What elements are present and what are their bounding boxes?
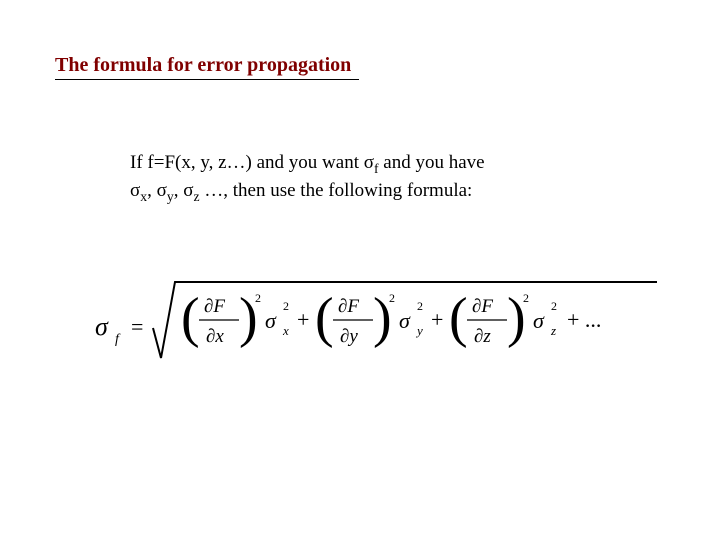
- exp-z: 2: [523, 291, 529, 305]
- plus1: +: [297, 307, 309, 332]
- formula-container: σ f = ( ) ∂F ∂x 2 σ 2 x +: [95, 270, 655, 370]
- num-z: ∂F: [472, 296, 493, 317]
- sigma-z-exp: 2: [551, 299, 557, 313]
- eq-sign: =: [131, 314, 143, 339]
- sigma-symbol: σ: [364, 152, 374, 173]
- exp-x: 2: [255, 291, 261, 305]
- sigma-y-sub: y: [167, 189, 174, 204]
- den-z: ∂z: [474, 326, 491, 347]
- page-title: The formula for error propagation: [55, 54, 351, 76]
- formula-svg: σ f = ( ) ∂F ∂x 2 σ 2 x +: [95, 270, 665, 370]
- den-x: ∂x: [206, 326, 224, 347]
- body-paragraph: If f=F(x, y, z…) and you want σf and you…: [130, 150, 485, 207]
- den-y: ∂y: [340, 326, 358, 347]
- sigma-z-sym: σ: [533, 308, 545, 333]
- sigma-x-exp: 2: [283, 299, 289, 313]
- lparen-z: (: [449, 287, 468, 349]
- sigma-f: σf: [364, 152, 379, 173]
- sigma-symbol-z: σ: [183, 180, 193, 201]
- sigma-x-subf: x: [282, 323, 289, 338]
- sep1: ,: [147, 180, 157, 201]
- sigma-x: σx: [130, 180, 147, 201]
- title-container: The formula for error propagation: [55, 52, 359, 80]
- sigma-z-subf: z: [550, 323, 556, 338]
- sigma-y-subf: y: [415, 323, 423, 338]
- sigma-symbol-y: σ: [157, 180, 167, 201]
- dots: + ...: [567, 307, 601, 332]
- body-line1-pre: If f=F(x, y, z…) and you want: [130, 152, 364, 173]
- lhs-sub: f: [115, 332, 121, 347]
- body-line1-mid: and you have: [379, 152, 485, 173]
- sigma-symbol-x: σ: [130, 180, 140, 201]
- num-x: ∂F: [204, 296, 225, 317]
- sigma-y-exp: 2: [417, 299, 423, 313]
- exp-y: 2: [389, 291, 395, 305]
- sigma-y-sym: σ: [399, 308, 411, 333]
- sigma-y: σy: [157, 180, 174, 201]
- lparen-x: (: [181, 287, 200, 349]
- term-y: ( ) ∂F ∂y 2 σ 2 y: [315, 287, 423, 349]
- term-x: ( ) ∂F ∂x 2 σ 2 x: [181, 287, 289, 349]
- plus2: +: [431, 307, 443, 332]
- lparen-y: (: [315, 287, 334, 349]
- sigma-z: σz: [183, 180, 199, 201]
- sep2: ,: [174, 180, 184, 201]
- body-line2-post: …, then use the following formula:: [200, 180, 473, 201]
- lhs-sigma: σ: [95, 312, 109, 341]
- num-y: ∂F: [338, 296, 359, 317]
- term-z: ( ) ∂F ∂z 2 σ 2 z: [449, 287, 557, 349]
- sigma-x-sym: σ: [265, 308, 277, 333]
